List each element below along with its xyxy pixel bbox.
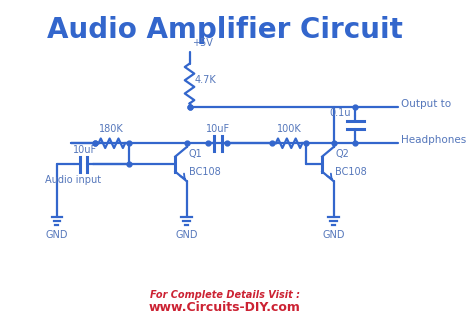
Text: GND: GND bbox=[175, 230, 198, 240]
Text: 4.7K: 4.7K bbox=[194, 75, 216, 85]
Text: www.Circuits-DIY.com: www.Circuits-DIY.com bbox=[149, 301, 301, 314]
Text: 10uF: 10uF bbox=[206, 124, 230, 134]
Text: GND: GND bbox=[46, 230, 68, 240]
Text: Headphones: Headphones bbox=[401, 135, 466, 145]
Text: 100K: 100K bbox=[277, 124, 301, 134]
Text: Output to: Output to bbox=[401, 99, 451, 110]
Text: Audio input: Audio input bbox=[45, 176, 100, 186]
Text: Q2: Q2 bbox=[336, 149, 349, 159]
Text: BC108: BC108 bbox=[336, 167, 367, 177]
Text: 180K: 180K bbox=[100, 124, 124, 134]
Text: +5V: +5V bbox=[192, 38, 213, 47]
Text: GND: GND bbox=[322, 230, 345, 240]
Text: Audio Amplifier Circuit: Audio Amplifier Circuit bbox=[46, 16, 402, 43]
Text: BC108: BC108 bbox=[189, 167, 220, 177]
Text: 10uF: 10uF bbox=[73, 145, 97, 155]
Text: 0.1u: 0.1u bbox=[329, 108, 351, 118]
Text: For Complete Details Visit :: For Complete Details Visit : bbox=[150, 290, 300, 300]
Text: Q1: Q1 bbox=[189, 149, 202, 159]
